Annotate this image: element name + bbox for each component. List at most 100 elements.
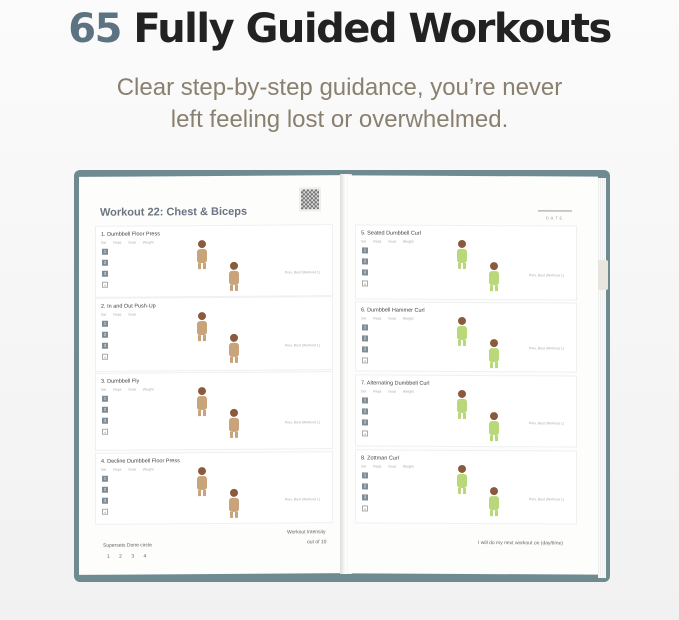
figure-2: [229, 333, 239, 363]
next-workout-label: I will do my next workout on (day/time): [478, 540, 564, 547]
workout-title: Workout 22: Chest & Biceps: [100, 205, 248, 219]
workout-book: Workout 22: Chest & Biceps 1. Dumbbell F…: [74, 170, 610, 582]
previous-best: Prev. Best (Workout 1): [284, 496, 320, 502]
set-number[interactable]: +: [102, 281, 108, 288]
figure-2: [229, 488, 239, 518]
set-number: 1: [102, 395, 108, 402]
set-number: 1: [362, 324, 368, 331]
previous-best: Prev. Best (Workout 1): [284, 269, 320, 275]
set-number: 3: [102, 342, 108, 349]
figure-1: [457, 316, 467, 346]
exercise-name: 5. Seated Dumbbell Curl: [361, 230, 421, 237]
figure-1: [197, 387, 207, 417]
exercise-illustration: [457, 464, 499, 517]
date-field: DATE: [538, 210, 572, 221]
set-number: 2: [102, 259, 108, 266]
figure-2: [229, 261, 239, 291]
exercise-columns: Set Reps Goal Weight: [361, 389, 414, 394]
figure-1: [197, 467, 207, 497]
set-number[interactable]: +: [102, 428, 108, 435]
previous-best: Prev. Best (Workout 1): [284, 420, 320, 425]
exercise-illustration: [457, 389, 499, 442]
set-number: 2: [362, 335, 368, 342]
set-number: 1: [362, 397, 368, 404]
set-number: 3: [362, 346, 368, 353]
exercise-columns: Set Reps Goal Weight: [361, 239, 414, 244]
exercise-illustration: [457, 316, 499, 369]
set-number: 3: [102, 270, 108, 277]
exercise-card: 8. Zottman Curl Set Reps Goal Weight 1 2 3 + P…: [355, 449, 577, 525]
set-number[interactable]: +: [362, 280, 368, 287]
set-number: 1: [362, 247, 368, 254]
previous-best: Prev. Best (Workout 1): [528, 272, 564, 277]
set-number: 3: [362, 269, 368, 276]
exercise-card: 1. Dumbbell Floor Press Set Reps Goal Wei…: [95, 224, 333, 298]
previous-best: Prev. Best (Workout 1): [284, 343, 320, 348]
figure-1: [197, 312, 207, 342]
previous-best: Prev. Best (Workout 1): [528, 497, 564, 502]
set-number[interactable]: +: [362, 357, 368, 364]
set-number: 2: [102, 331, 108, 338]
exercise-card: 2. In and Out Push-Up Set Reps Goal 1 2 3 + Pr…: [95, 296, 333, 372]
exercise-illustration: [197, 240, 239, 291]
set-number: 2: [362, 483, 368, 490]
exercise-card: 4. Decline Dumbbell Floor Press Set Reps …: [95, 451, 333, 525]
headline-number: 65: [68, 6, 122, 52]
headline-text: Fully Guided Workouts: [133, 6, 612, 52]
headline: 65 Fully Guided Workouts: [0, 6, 679, 52]
exercise-name: 1. Dumbbell Floor Press: [101, 231, 160, 238]
exercise-card: 7. Alternating Dumbbell Curl Set Reps Goa…: [355, 374, 577, 448]
previous-best: Prev. Best (Workout 1): [528, 420, 564, 426]
exercise-illustration: [197, 467, 239, 518]
right-page: DATE 5. Seated Dumbbell Curl Set Reps Goa…: [348, 175, 598, 575]
set-number: 1: [362, 472, 368, 479]
exercise-name: 2. In and Out Push-Up: [101, 303, 156, 310]
left-page: Workout 22: Chest & Biceps 1. Dumbbell F…: [79, 175, 345, 575]
figure-2: [489, 412, 499, 442]
exercise-columns: Set Reps Goal: [101, 312, 136, 317]
subtitle-line-2: left feeling lost or overwhelmed.: [170, 106, 509, 133]
exercise-name: 3. Dumbbell Fly: [101, 378, 140, 385]
set-number: 1: [102, 320, 108, 327]
exercise-illustration: [197, 312, 239, 363]
exercise-columns: Set Reps Goal Weight: [101, 240, 154, 245]
supersets-numbers: 1 2 3 4: [107, 553, 147, 560]
set-number[interactable]: +: [362, 430, 368, 437]
set-number: 1: [102, 475, 108, 482]
figure-1: [457, 389, 467, 419]
exercise-illustration: [457, 239, 499, 292]
exercise-illustration: [197, 387, 239, 438]
figure-2: [489, 339, 499, 369]
set-number[interactable]: +: [362, 505, 368, 512]
set-number[interactable]: +: [102, 508, 108, 515]
subtitle-line-1: Clear step-by-step guidance, you’re neve…: [116, 74, 563, 101]
exercise-card: 5. Seated Dumbbell Curl Set Reps Goal Wei…: [355, 224, 577, 301]
intensity-scale: out of 10: [307, 539, 327, 546]
exercise-name: 4. Decline Dumbbell Floor Press: [101, 458, 180, 465]
intensity-label: Workout Intensity: [287, 529, 326, 536]
figure-2: [229, 408, 239, 438]
set-number: 2: [102, 486, 108, 493]
set-number[interactable]: +: [102, 353, 108, 360]
set-number: 2: [102, 406, 108, 413]
set-number: 3: [362, 419, 368, 426]
exercise-columns: Set Reps Goal Weight: [361, 464, 414, 469]
set-number: 2: [362, 408, 368, 415]
qr-code-icon: [299, 187, 321, 212]
exercise-name: 8. Zottman Curl: [361, 455, 399, 462]
exercise-card: 6. Dumbbell Hammer Curl Set Reps Goal Wei…: [355, 301, 577, 373]
page-edges: [598, 178, 606, 578]
set-number: 3: [102, 497, 108, 504]
figure-1: [197, 240, 207, 270]
previous-best: Prev. Best (Workout 1): [528, 346, 564, 351]
figure-2: [489, 487, 499, 517]
figure-1: [457, 464, 467, 494]
exercise-name: 6. Dumbbell Hammer Curl: [361, 307, 425, 314]
set-number: 2: [362, 258, 368, 265]
figure-2: [489, 262, 499, 292]
exercise-columns: Set Reps Goal Weight: [101, 387, 154, 392]
figure-1: [457, 239, 467, 269]
exercise-card: 3. Dumbbell Fly Set Reps Goal Weight 1 2 3 + P…: [95, 371, 333, 451]
elastic-band: [598, 260, 608, 290]
set-number: 3: [362, 494, 368, 501]
